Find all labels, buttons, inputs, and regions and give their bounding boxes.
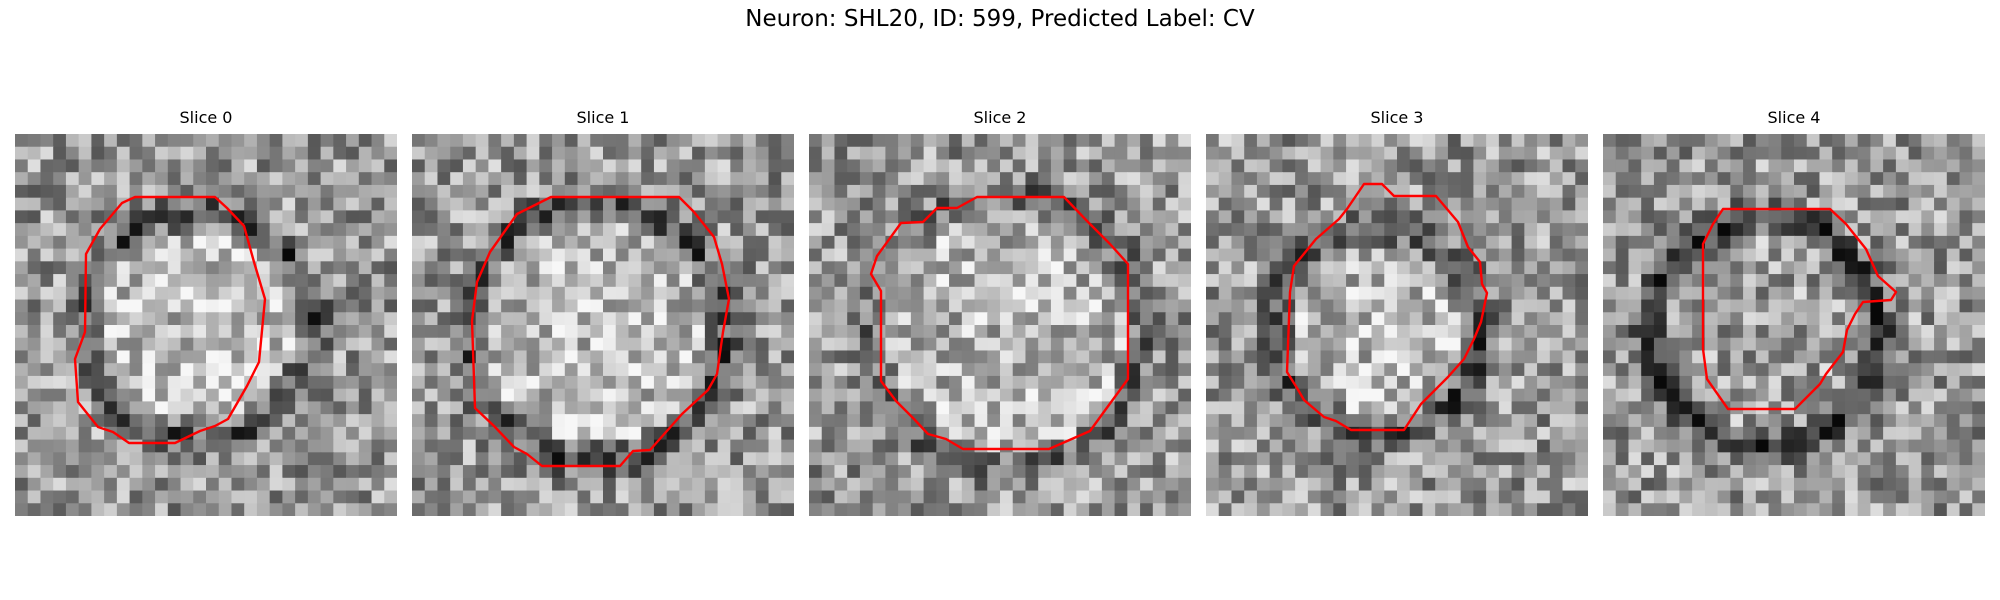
slice-4-title: Slice 4	[1767, 108, 1821, 127]
slice-3-title: Slice 3	[1370, 108, 1424, 127]
slice-4-pixels	[1603, 134, 1985, 516]
slice-4-contour	[1701, 207, 1898, 411]
slice-0-image	[15, 134, 397, 516]
slice-2-image	[809, 134, 1191, 516]
figure-title: Neuron: SHL20, ID: 599, Predicted Label:…	[745, 6, 1255, 32]
slice-1-pixels	[412, 134, 794, 516]
slice-0-contour	[73, 195, 267, 445]
slice-4-image	[1603, 134, 1985, 516]
slice-1-contour	[470, 195, 731, 468]
slice-1-image	[412, 134, 794, 516]
slice-0-pixels	[15, 134, 397, 516]
slice-3-image	[1206, 134, 1588, 516]
slice-2-contour	[869, 195, 1130, 451]
slice-3-contour	[1285, 182, 1489, 432]
slice-3-pixels	[1206, 134, 1588, 516]
slice-2-title: Slice 2	[973, 108, 1027, 127]
slice-0-title: Slice 0	[179, 108, 233, 127]
slice-2-pixels	[809, 134, 1191, 516]
slice-1-title: Slice 1	[576, 108, 630, 127]
